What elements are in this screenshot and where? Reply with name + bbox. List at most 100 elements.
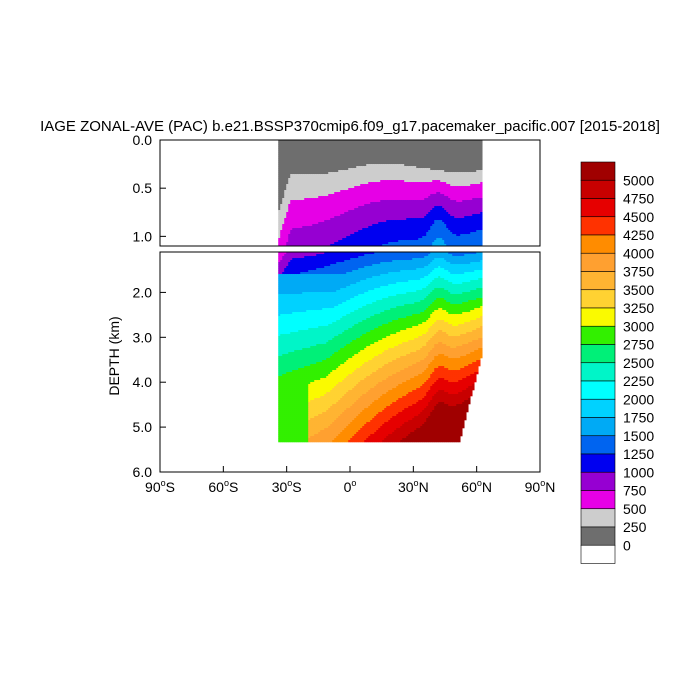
upper-panel-cell (430, 176, 433, 179)
upper-panel-cell (334, 242, 337, 245)
upper-panel-cell (448, 242, 451, 245)
upper-panel-cell (280, 204, 283, 207)
upper-panel-cell (462, 156, 465, 159)
upper-panel-cell (464, 148, 467, 151)
upper-panel-cell (306, 200, 309, 203)
upper-panel-cell (456, 142, 459, 145)
upper-panel-cell (354, 148, 357, 151)
upper-panel-cell (352, 156, 355, 159)
upper-panel-cell (420, 200, 423, 203)
upper-panel-cell (396, 220, 399, 223)
upper-panel-cell (438, 148, 441, 151)
upper-panel-cell (414, 242, 417, 245)
upper-panel-cell (452, 148, 455, 151)
upper-panel-cell (352, 222, 355, 225)
upper-panel-cell (444, 162, 447, 165)
upper-panel-cell (356, 142, 359, 145)
upper-panel-cell (322, 150, 325, 153)
upper-panel-cell (448, 142, 451, 145)
upper-panel-cell (390, 210, 393, 213)
upper-panel-cell (456, 164, 459, 167)
upper-panel-cell (312, 222, 315, 225)
upper-panel-cell (372, 220, 375, 223)
upper-panel-cell (326, 142, 329, 145)
upper-panel-cell (278, 174, 281, 177)
upper-panel-cell (352, 190, 355, 193)
upper-panel-cell (362, 150, 365, 153)
upper-panel-cell (412, 192, 415, 195)
upper-panel-cell (304, 236, 307, 239)
upper-panel-cell (370, 206, 373, 209)
upper-panel-cell (452, 222, 455, 225)
upper-panel-cell (358, 212, 361, 215)
upper-panel-cell (444, 218, 447, 221)
upper-panel-cell (414, 178, 417, 181)
upper-panel-cell (452, 212, 455, 215)
upper-panel-cell (332, 194, 335, 197)
upper-panel-cell (342, 206, 345, 209)
upper-panel-cell (378, 208, 381, 211)
upper-panel-cell (448, 214, 451, 217)
upper-panel-cell (418, 166, 421, 169)
upper-panel-cell (462, 200, 465, 203)
upper-panel-cell (386, 156, 389, 159)
upper-panel-cell (428, 202, 431, 205)
upper-panel-cell (428, 230, 431, 233)
upper-panel-cell (424, 194, 427, 197)
upper-panel-cell (404, 220, 407, 223)
upper-panel-cell (428, 180, 431, 183)
upper-panel-cell (388, 200, 391, 203)
upper-panel-cell (466, 168, 469, 171)
upper-panel-cell (404, 178, 407, 181)
upper-panel-cell (282, 150, 285, 153)
upper-panel-cell (400, 214, 403, 217)
upper-panel-cell (342, 198, 345, 201)
upper-panel-contours (278, 140, 483, 246)
upper-panel-cell (454, 212, 457, 215)
upper-panel-cell (378, 174, 381, 177)
upper-panel-cell (408, 206, 411, 209)
upper-panel-cell (298, 220, 301, 223)
upper-panel-cell (360, 228, 363, 231)
upper-panel-cell (354, 176, 357, 179)
upper-panel-cell (354, 228, 357, 231)
upper-panel-cell (326, 146, 329, 149)
upper-panel-cell (332, 164, 335, 167)
upper-panel-cell (392, 146, 395, 149)
upper-panel-cell (402, 230, 405, 233)
upper-panel-cell (350, 142, 353, 145)
upper-panel-cell (402, 192, 405, 195)
upper-panel-cell (420, 178, 423, 181)
upper-panel-cell (458, 156, 461, 159)
upper-panel-cell (444, 196, 447, 199)
upper-panel-cell (432, 198, 435, 201)
upper-panel-cell (436, 234, 439, 237)
upper-panel-cell (382, 214, 385, 217)
upper-panel-cell (334, 216, 337, 219)
upper-panel-cell (398, 150, 401, 153)
upper-panel-cell (396, 206, 399, 209)
upper-panel-cell (332, 162, 335, 165)
upper-panel-cell (454, 230, 457, 233)
upper-panel-cell (448, 174, 451, 177)
upper-panel-cell (340, 198, 343, 201)
upper-panel-cell (292, 144, 295, 147)
upper-panel-cell (400, 234, 403, 237)
upper-panel-cell (400, 140, 403, 143)
upper-panel-cell (298, 196, 301, 199)
upper-panel-cell (322, 234, 325, 237)
upper-panel-cell (346, 242, 349, 245)
upper-panel-cell (348, 158, 351, 161)
upper-panel-cell (322, 192, 325, 195)
upper-panel-cell (340, 206, 343, 209)
upper-panel-cell (354, 186, 357, 189)
upper-panel-cell (306, 220, 309, 223)
upper-panel-cell (400, 228, 403, 231)
upper-panel-cell (462, 228, 465, 231)
upper-panel-cell (292, 240, 295, 243)
upper-panel-cell (354, 206, 357, 209)
upper-panel-cell (304, 242, 307, 245)
upper-panel-cell (434, 182, 437, 185)
upper-panel-cell (462, 240, 465, 243)
upper-panel-cell (390, 158, 393, 161)
